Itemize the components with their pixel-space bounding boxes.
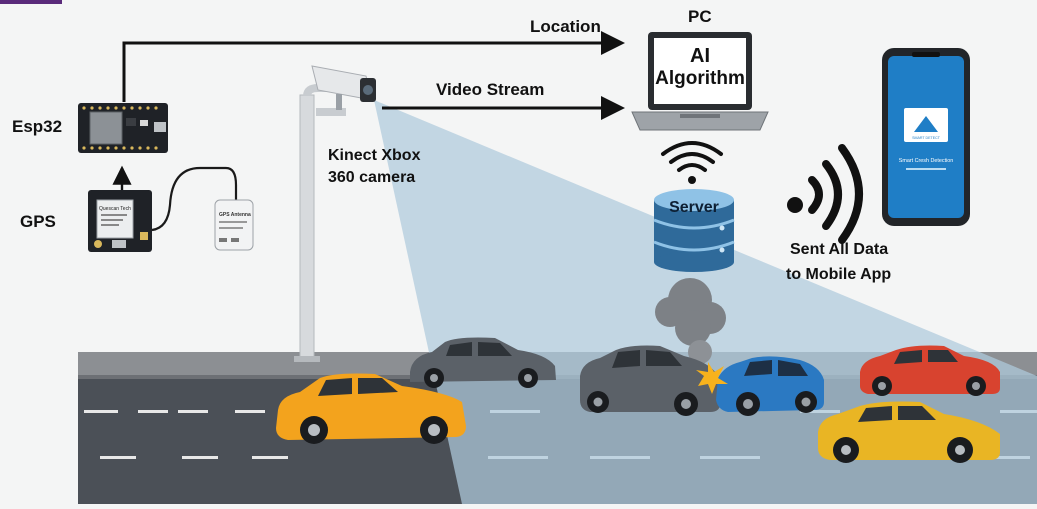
gps-antenna-icon: GPS Antenna [214,199,254,251]
gray-crashed-car [580,345,720,416]
gray-car-top [410,337,556,388]
server-wifi-dot [688,176,696,184]
sent-data-label-line1: Sent All Data [790,241,889,258]
server-label: Server [669,199,719,216]
esp32-board-icon [78,103,168,153]
gps-label: GPS [20,212,56,231]
crash-smoke [655,278,726,364]
app-title: Smart Cresh Detection [899,158,954,164]
kinect-camera-icon [311,65,376,110]
server-database-icon [653,189,735,272]
laptop-icon [631,32,769,131]
gps-module-icon: Quescan Tech [88,190,152,252]
sent-data-label-line2: to Mobile App [786,266,892,283]
video-stream-label: Video Stream [436,80,545,99]
server-wifi-icon [661,141,723,172]
camera-label-line2: 360 camera [328,169,416,186]
red-car [860,345,1000,396]
yellow-car-left [276,373,466,444]
camera-label-line1: Kinect Xbox [328,147,421,164]
crash-spark-icon [696,362,728,394]
blue-crashed-car [716,356,824,416]
transmit-wifi-dot [787,197,803,213]
yellow-car-right [818,401,1000,463]
location-label: Location [530,17,601,36]
gps-module-brand: Quescan Tech [99,206,131,212]
ai-label: AI [690,45,710,67]
transmit-wifi-icon [808,144,863,244]
location-arrow [122,31,625,102]
app-logo-text: SMART DETECT [912,136,941,140]
algorithm-label: Algorithm [655,68,745,89]
pc-label: PC [688,7,712,26]
corner-accent [0,0,62,4]
gps-cable [151,166,238,232]
gps-antenna-title: GPS Antenna [219,212,251,218]
mobile-phone-icon: SMART DETECT Smart Cresh Detection [882,48,970,226]
camera-pole [294,84,346,362]
esp32-label: Esp32 [12,117,63,136]
